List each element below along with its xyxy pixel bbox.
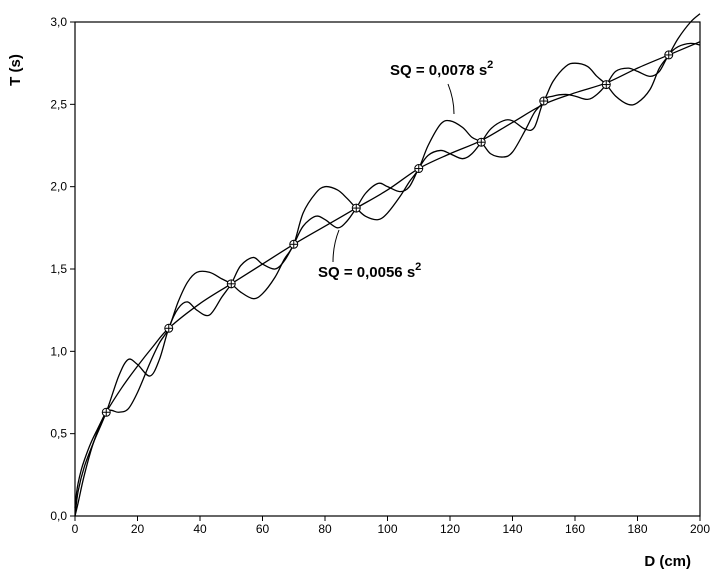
data-point xyxy=(351,203,361,213)
annotation-arrow xyxy=(332,229,340,263)
y-tick-label: 2,5 xyxy=(50,97,67,111)
annotation-sq-0056: SQ = 0,0056 s2 xyxy=(318,229,421,281)
data-points xyxy=(101,50,674,417)
y-axis-label: T (s) xyxy=(7,54,24,86)
data-point xyxy=(164,323,174,333)
annotation-text: SQ = 0,0056 s xyxy=(318,264,415,281)
y-tick-label: 3,0 xyxy=(50,15,67,29)
x-axis-ticks: 0 20 40 60 80 100 120 140 160 180 200 xyxy=(72,516,710,536)
data-point xyxy=(289,239,299,249)
data-point xyxy=(664,50,674,60)
annotation-label: SQ = 0,0078 s2 xyxy=(390,59,493,79)
x-tick-label: 80 xyxy=(318,522,332,536)
annotation-text: SQ = 0,0078 s xyxy=(390,62,487,79)
x-axis-label: D (cm) xyxy=(644,553,691,570)
x-tick-label: 120 xyxy=(440,522,460,536)
annotation-superscript: 2 xyxy=(487,59,493,71)
data-point xyxy=(601,80,611,90)
x-tick-label: 60 xyxy=(256,522,270,536)
annotation-arrow xyxy=(447,83,455,115)
data-point xyxy=(539,96,549,106)
x-tick-label: 40 xyxy=(193,522,207,536)
annotation-sq-0078: SQ = 0,0078 s2 xyxy=(390,59,493,115)
data-point xyxy=(414,164,424,174)
y-tick-label: 1,5 xyxy=(50,262,67,276)
annotation-superscript: 2 xyxy=(415,261,421,273)
y-tick-label: 2,0 xyxy=(50,180,67,194)
x-tick-label: 180 xyxy=(627,522,647,536)
data-point xyxy=(226,279,236,289)
x-tick-label: 0 xyxy=(72,522,79,536)
x-tick-label: 200 xyxy=(690,522,710,536)
y-tick-label: 0,5 xyxy=(50,427,67,441)
x-tick-label: 20 xyxy=(131,522,145,536)
data-point xyxy=(101,407,111,417)
x-tick-label: 160 xyxy=(565,522,585,536)
y-axis-ticks: 0,0 0,5 1,0 1,5 2,0 2,5 3,0 xyxy=(50,15,75,523)
x-tick-label: 140 xyxy=(502,522,522,536)
x-tick-label: 100 xyxy=(377,522,397,536)
annotation-label: SQ = 0,0056 s2 xyxy=(318,261,421,281)
data-point xyxy=(476,137,486,147)
y-tick-label: 1,0 xyxy=(50,344,67,358)
y-tick-label: 0,0 xyxy=(50,509,67,523)
